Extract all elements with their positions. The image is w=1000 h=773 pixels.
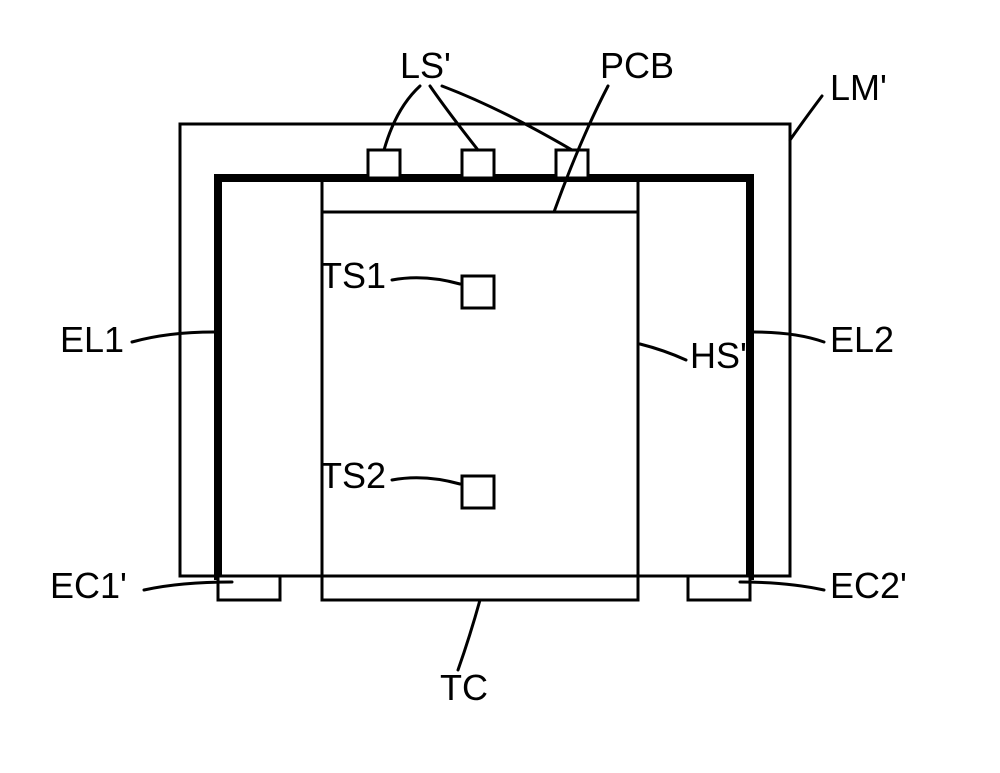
leader-TS2 (392, 478, 460, 484)
pad-ec2 (688, 576, 750, 600)
label-PCB: PCB (600, 45, 674, 86)
leader-LM (790, 96, 822, 140)
label-TC: TC (440, 667, 488, 708)
leader-LS_to_box1 (384, 86, 420, 150)
leader-TC (458, 600, 480, 670)
leader-HS (640, 344, 686, 360)
pad-tc (322, 576, 638, 600)
label-EL1: EL1 (60, 319, 124, 360)
ts1-box (462, 276, 494, 308)
leader-EC2 (740, 582, 824, 590)
label-TS2: TS2 (320, 455, 386, 496)
label-EL2: EL2 (830, 319, 894, 360)
diagram-canvas: LS' PCB LM' EL1 EL2 HS' TS1 TS2 EC1' EC2' TC (0, 0, 1000, 773)
label-EC1: EC1' (50, 565, 127, 606)
leader-TS1 (392, 278, 460, 284)
label-EC2: EC2' (830, 565, 907, 606)
pad-ec1 (218, 576, 280, 600)
ls-box-1 (368, 150, 400, 178)
label-LM: LM' (830, 67, 887, 108)
ts2-box (462, 476, 494, 508)
ls-box-2 (462, 150, 494, 178)
leader-LS_to_box3 (442, 86, 572, 150)
leader-LS_to_box2 (430, 86, 478, 150)
label-LS: LS' (400, 45, 451, 86)
leader-EL1 (132, 332, 214, 342)
label-TS1: TS1 (320, 255, 386, 296)
label-HS: HS' (690, 335, 747, 376)
